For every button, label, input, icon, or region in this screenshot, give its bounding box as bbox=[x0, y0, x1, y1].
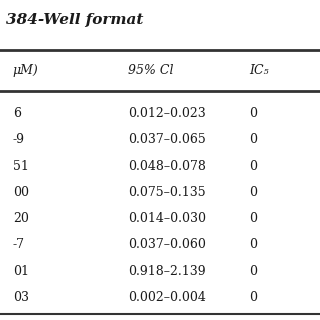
Text: 95% Cl: 95% Cl bbox=[128, 64, 173, 77]
Text: 0.037–0.060: 0.037–0.060 bbox=[128, 238, 206, 252]
Text: 0.014–0.030: 0.014–0.030 bbox=[128, 212, 206, 225]
Text: 00: 00 bbox=[13, 186, 29, 199]
Text: 0: 0 bbox=[250, 186, 258, 199]
Text: 0: 0 bbox=[250, 238, 258, 252]
Text: 0: 0 bbox=[250, 212, 258, 225]
Text: 0: 0 bbox=[250, 160, 258, 173]
Text: 0.918–2.139: 0.918–2.139 bbox=[128, 265, 206, 278]
Text: 01: 01 bbox=[13, 265, 29, 278]
Text: 384-Well format: 384-Well format bbox=[6, 13, 144, 27]
Text: -7: -7 bbox=[13, 238, 25, 252]
Text: 03: 03 bbox=[13, 291, 29, 304]
Text: 51: 51 bbox=[13, 160, 29, 173]
Text: 0.002–0.004: 0.002–0.004 bbox=[128, 291, 206, 304]
Text: 20: 20 bbox=[13, 212, 29, 225]
Text: 6: 6 bbox=[13, 107, 21, 120]
Text: 0.075–0.135: 0.075–0.135 bbox=[128, 186, 206, 199]
Text: μM): μM) bbox=[13, 64, 38, 77]
Text: 0.012–0.023: 0.012–0.023 bbox=[128, 107, 206, 120]
Text: 0: 0 bbox=[250, 265, 258, 278]
Text: 0.037–0.065: 0.037–0.065 bbox=[128, 133, 206, 147]
Text: 0: 0 bbox=[250, 291, 258, 304]
Text: 0: 0 bbox=[250, 133, 258, 147]
Text: 0: 0 bbox=[250, 107, 258, 120]
Text: -9: -9 bbox=[13, 133, 25, 147]
Text: IC₅: IC₅ bbox=[250, 64, 269, 77]
Text: 0.048–0.078: 0.048–0.078 bbox=[128, 160, 206, 173]
